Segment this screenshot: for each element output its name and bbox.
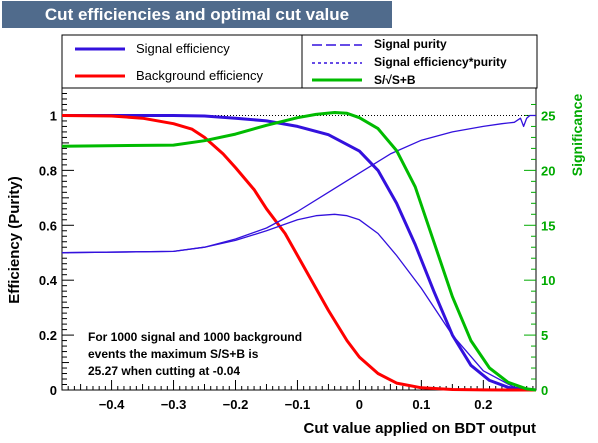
series-significance [61, 111, 537, 392]
y2-axis-label: Significance [569, 94, 585, 177]
x-tick-label: 0 [356, 397, 363, 412]
x-tick-label: −0.3 [161, 397, 187, 412]
annotation-line-1: For 1000 signal and 1000 background [88, 330, 302, 344]
legend-label-background-efficiency: Background efficiency [136, 68, 263, 83]
annotation-line-2-prefix: events the maximum S/ [88, 347, 222, 361]
annotation-line-2-radicand: S+B [221, 347, 245, 361]
legend-label-signal-purity: Signal purity [374, 37, 447, 51]
legend-box-left [61, 34, 303, 89]
y-tick-label: 0.2 [39, 328, 57, 343]
y-tick-label: 0 [50, 383, 57, 398]
x-tick-label: −0.4 [99, 397, 125, 412]
axis-ticks: −0.4 −0.3 −0.2 −0.1 0 0.1 0.200.20.40.60.81051… [39, 87, 555, 412]
y2-tick-label: 5 [541, 328, 548, 343]
y2-tick-label: 25 [541, 108, 555, 123]
legend-label-signal-efficiency: Signal efficiency [136, 41, 230, 56]
legend-label-significance: S/√S+B [374, 73, 416, 87]
x-tick-label: 0.1 [412, 397, 430, 412]
legend-label-signal-efficiency-purity: Signal efficiency*purity [374, 55, 507, 69]
series-signal-purity [61, 114, 536, 254]
x-tick-label: −0.1 [285, 397, 311, 412]
annotation-line-3: 25.27 when cutting at -0.04 [88, 364, 240, 378]
series-signal-efficiency [62, 114, 537, 392]
annotation-line-2: events the maximum S/S+B is [88, 347, 259, 361]
y-tick-label: 0.8 [39, 163, 57, 178]
y2-tick-label: 10 [541, 273, 555, 288]
annotation: For 1000 signal and 1000 background even… [88, 330, 302, 378]
y2-tick-label: 15 [541, 218, 555, 233]
y-axis-label: Efficiency (Purity) [6, 176, 23, 304]
series-background-efficiency [61, 114, 537, 392]
chart-title: Cut efficiencies and optimal cut value [45, 5, 349, 24]
y-tick-label: 1 [50, 108, 57, 123]
x-tick-label: 0.2 [474, 397, 492, 412]
y-tick-label: 0.6 [39, 218, 57, 233]
series-signal-efficiency-purity [61, 213, 537, 391]
y2-tick-label: 0 [541, 383, 548, 398]
y-tick-label: 0.4 [39, 273, 58, 288]
title-box [2, 1, 392, 28]
x-tick-label: −0.2 [223, 397, 249, 412]
plot-frame [61, 87, 537, 391]
annotation-line-2-suffix: is [245, 347, 259, 361]
x-axis-label: Cut value applied on BDT output [304, 420, 537, 437]
y2-tick-label: 20 [541, 163, 555, 178]
series-layer [61, 111, 537, 392]
